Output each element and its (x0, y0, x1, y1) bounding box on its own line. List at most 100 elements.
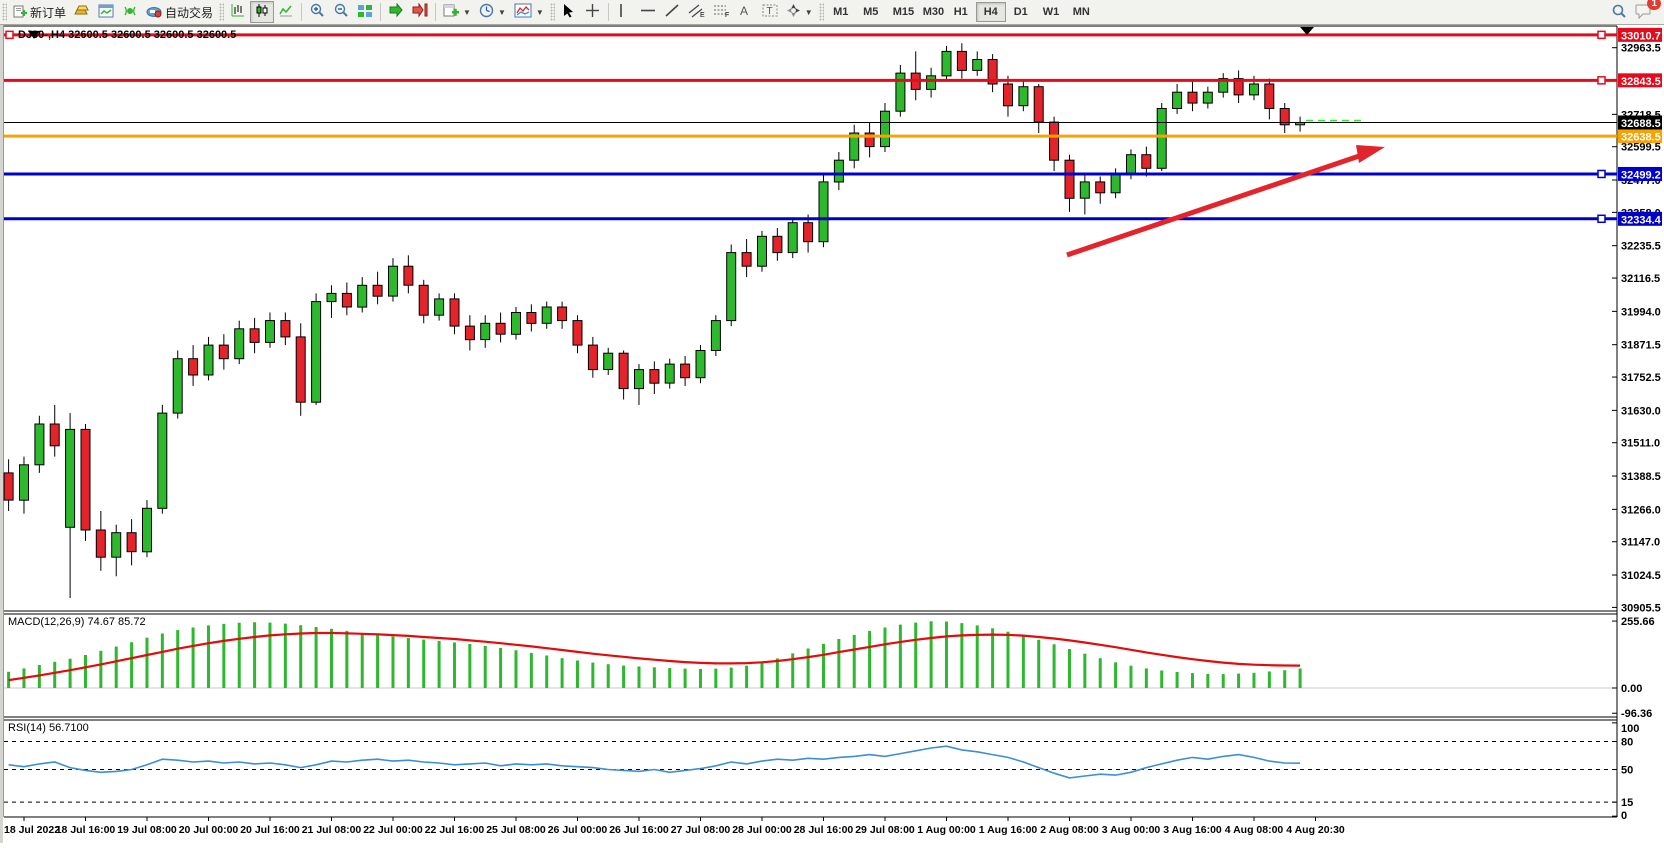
macd-histogram (7, 621, 1302, 688)
price-label-text: 32334.4 (1621, 214, 1662, 226)
auto-trading-button[interactable]: 自动交易 (142, 1, 217, 23)
toolbar-separator (380, 3, 382, 21)
fibonacci-button[interactable]: F (709, 1, 734, 23)
timeframe-w1-button[interactable]: W1 (1036, 2, 1066, 22)
cursor-icon (561, 3, 575, 21)
timeframe-group: M1 M5 M15 M30 H1 H4 D1 W1 MN (826, 2, 1096, 22)
macd-tick-label: -96.36 (1621, 708, 1652, 720)
dropdown-caret-icon: ▼ (497, 7, 506, 17)
vertical-line-button[interactable] (612, 1, 636, 23)
horizontal-line-button[interactable] (636, 1, 660, 23)
new-order-button[interactable]: 新订单 (9, 1, 70, 23)
rsi-line (8, 745, 1301, 779)
chat-badge: 1 (1647, 0, 1661, 10)
rsi-indicator-label: RSI(14) 56.7100 (8, 722, 89, 734)
tile-windows-button[interactable] (353, 1, 377, 23)
templates-button[interactable]: ▼ (510, 1, 548, 23)
period-button[interactable]: ▼ (475, 1, 510, 23)
chart-canvas[interactable]: 32963.532718.532599.532477.032358.032235… (0, 24, 1664, 843)
time-label: 4 Aug 20:30 (1286, 824, 1345, 836)
time-label: 28 Jul 16:00 (794, 824, 854, 836)
fibonacci-icon: F (713, 3, 730, 21)
timeframe-m30-button[interactable]: M30 (916, 2, 946, 22)
price-tick-label: 31994.0 (1621, 306, 1661, 318)
price-tick-label: 31752.5 (1621, 372, 1661, 384)
toolbar-grip (549, 3, 555, 21)
chart-window-button[interactable] (94, 1, 118, 23)
hline-marker (1597, 169, 1606, 179)
toolbar-separator (607, 3, 609, 21)
price-tick-label: 31266.0 (1621, 504, 1661, 516)
zoom-in-icon (309, 3, 325, 21)
cursor-button[interactable] (557, 1, 581, 23)
price-label-box (1618, 211, 1662, 226)
price-tick-label: 32116.5 (1621, 273, 1660, 285)
price-tick-label: 32963.5 (1621, 43, 1661, 55)
timeframe-h4-button[interactable]: H4 (975, 2, 1006, 22)
chart-background (0, 24, 1664, 843)
price-tick-label: 31147.0 (1621, 537, 1660, 549)
rsi-tick-label: 80 (1621, 737, 1633, 749)
price-label-text: 33010.7 (1621, 30, 1661, 42)
time-label: 3 Aug 16:00 (1163, 824, 1222, 836)
chat-button[interactable]: 1 (1631, 0, 1661, 23)
timeframe-m15-button[interactable]: M15 (886, 2, 916, 22)
time-label: 20 Jul 00:00 (179, 824, 239, 836)
macd-indicator-label: MACD(12,26,9) 74.67 85.72 (8, 616, 146, 628)
timeframe-h1-button[interactable]: H1 (946, 2, 976, 22)
trendline-icon (664, 3, 680, 21)
chart-title: DJ30-,H4 32600.5 32600.5 32600.5 32600.5 (18, 29, 237, 41)
signal-button[interactable] (118, 1, 142, 23)
text-label-button[interactable]: T (758, 1, 782, 23)
price-label-box (1618, 115, 1662, 130)
chart-window-icon (98, 4, 114, 21)
price-tick-label: 31511.0 (1621, 438, 1660, 450)
search-icon (1611, 3, 1627, 22)
trendline-button[interactable] (660, 1, 684, 23)
add-indicator-button[interactable]: ▼ (439, 1, 475, 23)
toolbar-grip (818, 3, 824, 21)
price-label-text: 32688.5 (1621, 118, 1661, 130)
timeframe-d1-button[interactable]: D1 (1006, 2, 1036, 22)
search-button[interactable] (1607, 1, 1631, 23)
candlestick-chart-button[interactable] (250, 1, 275, 23)
chart-marker-triangle (1300, 27, 1314, 35)
crosshair-button[interactable] (581, 1, 605, 23)
auto-scroll-button[interactable] (384, 1, 408, 23)
auto-scroll-icon (388, 2, 404, 21)
chart-shift-icon (412, 2, 428, 21)
line-chart-button[interactable] (274, 1, 298, 23)
time-label: 27 Jul 08:00 (671, 824, 731, 836)
hline-marker (1597, 214, 1606, 224)
bar-chart-button[interactable] (226, 1, 250, 23)
time-label: 18 Jul 16:00 (56, 824, 116, 836)
equidistant-channel-button[interactable]: E (684, 1, 709, 23)
price-tick-label: 32235.5 (1621, 241, 1661, 253)
timeframe-m5-button[interactable]: M5 (856, 2, 886, 22)
text-button[interactable]: A (734, 1, 758, 23)
chart-area[interactable]: 32963.532718.532599.532477.032358.032235… (0, 24, 1664, 843)
price-label-box (1618, 73, 1662, 88)
toolbar: 新订单 自动交易 (0, 0, 1664, 25)
tile-windows-icon (357, 3, 373, 21)
price-tick-label: 31871.5 (1621, 340, 1661, 352)
time-label: 20 Jul 16:00 (240, 824, 300, 836)
text-icon: A (738, 3, 751, 21)
market-watch-button[interactable] (70, 1, 94, 23)
templates-icon (514, 3, 532, 21)
macd-tick-label: 255.66 (1621, 616, 1655, 628)
macd-signal-line (8, 631, 1301, 682)
hline-marker (5, 30, 14, 40)
chart-shift-button[interactable] (408, 1, 432, 23)
time-label: 19 Jul 08:00 (117, 824, 177, 836)
svg-text:E: E (700, 12, 705, 18)
hline-marker (1597, 76, 1606, 85)
crosshair-icon (585, 3, 600, 21)
arrow-shapes-button[interactable]: ▼ (782, 1, 817, 23)
zoom-out-button[interactable] (329, 1, 353, 23)
timeframe-mn-button[interactable]: MN (1066, 2, 1096, 22)
zoom-in-button[interactable] (305, 1, 329, 23)
timeframe-m1-button[interactable]: M1 (826, 2, 856, 22)
zoom-out-icon (333, 3, 349, 21)
time-label: 1 Aug 16:00 (979, 824, 1038, 836)
